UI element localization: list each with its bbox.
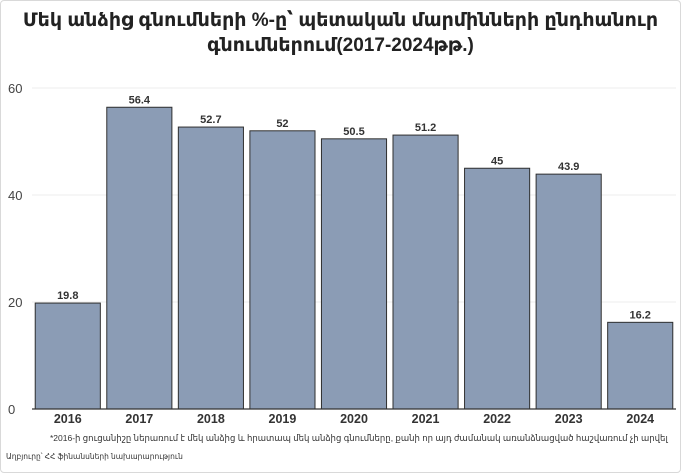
- x-tick-label-2024: 2024: [626, 412, 654, 426]
- x-tick-label-2021: 2021: [412, 412, 440, 426]
- value-label-2016: 19.8: [57, 290, 78, 302]
- value-label-2019: 52: [276, 118, 288, 130]
- y-tick-label: 40: [8, 188, 22, 203]
- bar-2017: [106, 106, 173, 410]
- bar-2019: [249, 130, 316, 410]
- chart-title: Մեկ անձից գնումների %-ը՝ պետական մարմինն…: [0, 8, 681, 58]
- value-label-2023: 43.9: [558, 161, 579, 173]
- value-label-2022: 45: [491, 155, 503, 167]
- value-label-2020: 50.5: [343, 126, 364, 138]
- x-tick-label-2016: 2016: [54, 412, 82, 426]
- chart-footnote: *2016-ի ցուցանիշը ներառում է մեկ անձից և…: [50, 433, 668, 443]
- value-label-2024: 16.2: [630, 309, 651, 321]
- value-label-2018: 52.7: [200, 114, 221, 126]
- x-tick-label-2022: 2022: [483, 412, 511, 426]
- y-tick-label: 20: [8, 295, 22, 310]
- bar-2022: [464, 167, 531, 410]
- bar-2016: [34, 302, 101, 410]
- x-tick-label-2023: 2023: [555, 412, 583, 426]
- y-tick-label: 60: [8, 81, 22, 96]
- x-tick-label-2020: 2020: [340, 412, 368, 426]
- x-tick-label-2019: 2019: [269, 412, 297, 426]
- chart-source: Աղբյուրը՝ ՀՀ ֆինանսների նախարարություն: [6, 452, 183, 461]
- chart-title-line-1: Մեկ անձից գնումների %-ը՝ պետական մարմինն…: [22, 10, 659, 31]
- bar-2024: [607, 321, 674, 410]
- value-label-2017: 56.4: [129, 94, 151, 106]
- bar-2021: [392, 134, 459, 410]
- y-tick-label: 0: [8, 402, 15, 417]
- bar-2020: [320, 138, 388, 410]
- x-tick-label-2018: 2018: [197, 412, 225, 426]
- bar-2023: [535, 173, 602, 410]
- value-label-2021: 51.2: [415, 122, 436, 134]
- chart-title-line-2: գնումներում(2017-2024թթ.): [207, 35, 474, 56]
- bar-2018: [177, 126, 244, 410]
- x-tick-label-2017: 2017: [125, 412, 153, 426]
